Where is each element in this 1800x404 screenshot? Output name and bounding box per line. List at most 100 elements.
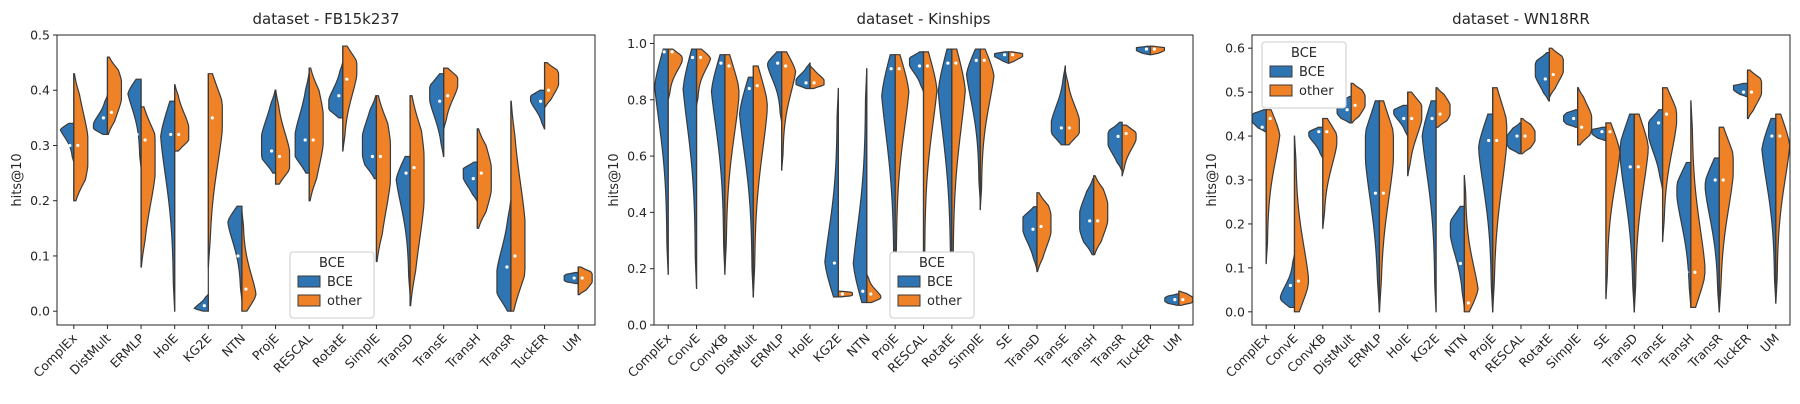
median-point-bce	[572, 276, 576, 280]
violin-half-other	[577, 266, 593, 296]
median-point-bce	[1317, 130, 1321, 134]
violin-half-bce	[127, 78, 142, 169]
violin-half-other	[1775, 113, 1791, 304]
y-tick-label: 0.0	[1225, 304, 1245, 319]
violin-half-other	[695, 48, 712, 106]
violin-ermlp	[767, 51, 797, 171]
violin-half-other	[409, 95, 425, 307]
violin-conve	[682, 48, 712, 289]
y-axis-label: hits@10	[10, 153, 25, 206]
violin-half-bce	[496, 200, 512, 312]
violin-half-bce	[767, 51, 783, 123]
violin-half-other	[308, 67, 324, 202]
violin-proje	[1478, 87, 1508, 313]
median-point-bce	[135, 132, 139, 137]
median-point-bce	[370, 154, 375, 159]
violin-rotate	[1534, 47, 1564, 102]
median-point-other	[546, 88, 551, 92]
violin-half-bce	[160, 100, 176, 312]
median-point-other	[812, 81, 816, 85]
x-tick-label: ERMLP	[107, 330, 148, 371]
median-point-bce	[202, 304, 206, 308]
median-point-other	[1410, 116, 1414, 121]
violin-half-bce	[1279, 254, 1296, 309]
median-point-other	[1011, 53, 1015, 57]
median-point-other	[412, 165, 416, 170]
median-point-other	[1495, 138, 1499, 143]
median-point-bce	[438, 99, 442, 103]
violin-half-other	[510, 100, 526, 312]
violin-half-bce	[1506, 122, 1522, 155]
violin-half-bce	[1251, 109, 1267, 133]
y-tick-label: 0.2	[1225, 216, 1245, 231]
median-point-other	[840, 292, 844, 296]
median-point-other	[1096, 219, 1100, 223]
violin-half-other	[781, 51, 797, 171]
violin-half-bce	[1050, 65, 1066, 146]
median-point-other	[925, 64, 930, 68]
violin-half-bce	[738, 76, 754, 298]
median-point-bce	[804, 81, 808, 85]
violin-half-bce	[92, 95, 109, 136]
median-point-other	[143, 138, 147, 142]
violin-half-other	[866, 273, 882, 304]
violin-half-other	[1293, 135, 1310, 313]
median-point-bce	[1345, 108, 1349, 112]
median-point-bce	[662, 50, 666, 54]
violin-half-bce	[395, 155, 411, 296]
violin-half-bce	[682, 48, 698, 289]
violin-half-other	[1265, 109, 1281, 265]
violin-half-other	[1093, 175, 1109, 256]
violin-um	[563, 266, 593, 296]
median-point-other	[1778, 134, 1782, 138]
violin-tucker	[1135, 45, 1166, 56]
violin-half-bce	[908, 51, 925, 92]
violin-half-other	[809, 65, 825, 90]
median-point-other	[1381, 191, 1386, 195]
y-tick-label: 0.1	[30, 248, 50, 263]
median-point-bce	[1288, 283, 1293, 288]
median-point-bce	[1543, 77, 1547, 81]
y-tick-label: 0.4	[627, 205, 647, 220]
legend-swatch-other	[897, 294, 921, 307]
median-point-other	[177, 132, 181, 137]
median-point-bce	[1373, 191, 1378, 195]
median-point-bce	[471, 177, 475, 181]
median-point-bce	[505, 265, 509, 269]
legend: BCE BCE other	[1261, 41, 1347, 109]
violin-half-other	[1577, 87, 1593, 146]
violin-distmult	[738, 65, 768, 298]
violin-rescal	[294, 67, 324, 202]
x-tick-label: RotatE	[309, 330, 349, 370]
x-tick-label: TransD	[375, 331, 416, 372]
violin-um	[1164, 290, 1194, 306]
violin-complex	[654, 48, 683, 275]
violin-half-bce	[294, 73, 310, 174]
median-point-other	[109, 110, 114, 114]
median-point-bce	[776, 61, 780, 65]
x-tick-label: KG2E	[1408, 330, 1443, 365]
violin-half-bce	[1478, 113, 1494, 313]
violin-complex	[59, 73, 89, 202]
chart-title: dataset - FB15k237	[253, 10, 400, 28]
violin-half-bce	[1591, 126, 1607, 142]
x-tick-label: SE	[1590, 330, 1612, 352]
median-point-other	[1039, 224, 1043, 229]
violin-half-bce	[1449, 205, 1465, 309]
violin-half-other	[922, 51, 938, 281]
median-point-bce	[1487, 138, 1491, 143]
violin-transe	[1050, 65, 1080, 146]
violin-half-other	[837, 290, 853, 298]
legend-label-bce: BCE	[927, 275, 953, 290]
median-point-bce	[1260, 125, 1264, 129]
median-point-bce	[1741, 90, 1746, 94]
violin-half-other	[241, 211, 257, 312]
violin-kg2e	[193, 73, 223, 312]
median-point-bce	[1656, 121, 1661, 125]
x-tick-label: NTN	[1441, 331, 1470, 360]
violin-half-other	[1178, 290, 1194, 306]
violin-half-bce	[1079, 177, 1095, 256]
median-point-bce	[1059, 126, 1063, 130]
median-point-bce	[1628, 165, 1632, 169]
violin-half-other	[1605, 122, 1621, 300]
